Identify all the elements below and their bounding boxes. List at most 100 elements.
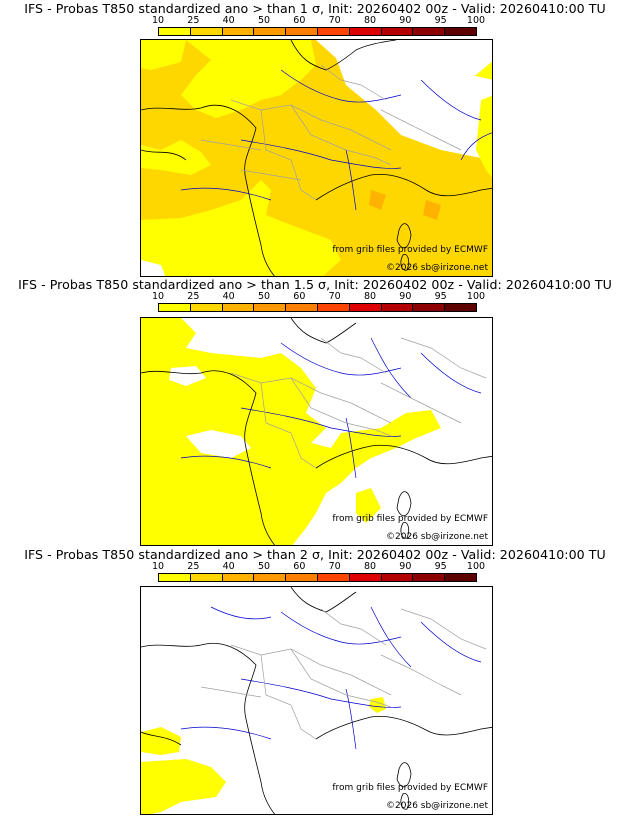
scale-swatch <box>159 28 191 35</box>
scale-swatch <box>254 304 287 311</box>
prob-area-10-25 <box>141 727 181 755</box>
copyright-credit: ©2026 sb@irizone.net <box>386 801 488 811</box>
scale-swatch <box>254 574 287 581</box>
source-credit: from grib files provided by ECMWF <box>332 514 488 524</box>
scale-tick-label: 40 <box>222 15 235 26</box>
prob-area-10-25 <box>369 697 386 713</box>
scale-tick-label: 50 <box>257 291 271 302</box>
scale-swatch <box>222 574 255 581</box>
color-scale-labels: 10 25 40 50 60 70 80 90 95 100 <box>152 291 485 304</box>
scale-tick-label: 95 <box>434 561 447 572</box>
scale-tick-label: 25 <box>187 291 200 302</box>
scale-swatch <box>317 574 350 581</box>
map-graphic <box>141 318 492 545</box>
source-credit: from grib files provided by ECMWF <box>332 245 488 255</box>
prob-area-10-25 <box>141 40 186 70</box>
scale-tick-label: 80 <box>363 15 377 26</box>
scale-swatch <box>286 574 318 581</box>
prob-area-10-25 <box>141 140 211 175</box>
scale-swatch <box>190 574 223 581</box>
scale-swatch <box>381 574 414 581</box>
admin-borders <box>200 64 462 201</box>
rivers <box>180 337 482 479</box>
scale-swatch <box>445 28 476 35</box>
color-scale-labels: 10 25 40 50 60 70 80 90 95 100 <box>152 561 485 574</box>
scale-tick-label: 70 <box>328 561 341 572</box>
scale-tick-label: 25 <box>187 561 200 572</box>
probability-map[interactable]: from grib files provided by ECMWF ©2026 … <box>140 586 493 815</box>
prob-area-below-10 <box>341 40 492 135</box>
color-scale <box>158 303 477 312</box>
scale-tick-label: 100 <box>466 561 486 572</box>
scale-tick-label: 90 <box>399 561 412 572</box>
prob-area-below-10 <box>186 430 251 458</box>
scale-swatch <box>159 304 191 311</box>
scale-swatch <box>222 28 255 35</box>
scale-tick-label: 70 <box>328 15 341 26</box>
scale-tick-label: 80 <box>363 291 377 302</box>
scale-tick-label: 60 <box>293 291 306 302</box>
scale-swatch <box>413 304 446 311</box>
coastline <box>141 318 492 545</box>
scale-swatch <box>445 304 476 311</box>
scale-tick-label: 100 <box>466 291 486 302</box>
scale-tick-label: 60 <box>293 561 306 572</box>
rivers <box>180 606 482 750</box>
prob-area-10-25 <box>141 318 441 545</box>
admin-borders <box>200 608 487 740</box>
scale-tick-label: 90 <box>399 15 412 26</box>
coastline <box>141 587 492 814</box>
panel-title: IFS - Probas T850 standardized ano > tha… <box>18 277 612 292</box>
prob-area-10-25 <box>141 759 226 814</box>
scale-swatch <box>159 574 191 581</box>
scale-tick-label: 70 <box>328 291 341 302</box>
scale-tick-label: 10 <box>151 291 165 302</box>
scale-swatch <box>254 28 287 35</box>
scale-swatch <box>413 574 446 581</box>
scale-swatch <box>317 28 350 35</box>
map-panel-1: IFS - Probas T850 standardized ano > tha… <box>0 0 630 277</box>
prob-area-below-10 <box>141 260 166 276</box>
prob-area-10-25 <box>181 40 316 118</box>
scale-swatch <box>190 28 223 35</box>
panel-title: IFS - Probas T850 standardized ano > tha… <box>24 1 606 16</box>
probability-map[interactable]: from grib files provided by ECMWF ©2026 … <box>140 39 493 277</box>
source-credit: from grib files provided by ECMWF <box>332 783 488 793</box>
scale-swatch <box>445 574 476 581</box>
scale-tick-label: 60 <box>293 15 306 26</box>
scale-tick-label: 95 <box>434 291 447 302</box>
prob-area-below-10 <box>169 366 206 386</box>
scale-swatch <box>349 574 382 581</box>
color-scale-labels: 10 25 40 50 60 70 80 90 95 100 <box>152 15 485 28</box>
scale-swatch <box>381 28 414 35</box>
color-scale <box>158 27 477 36</box>
scale-swatch <box>349 28 382 35</box>
probability-map[interactable]: from grib files provided by ECMWF ©2026 … <box>140 317 493 546</box>
scale-tick-label: 40 <box>222 291 235 302</box>
prob-area-40-50 <box>369 190 386 210</box>
scale-tick-label: 10 <box>151 561 165 572</box>
rivers <box>180 69 492 211</box>
scale-swatch <box>286 28 318 35</box>
scale-swatch <box>190 304 223 311</box>
prob-area-40-50 <box>423 200 441 220</box>
scale-tick-label: 100 <box>466 15 486 26</box>
scale-tick-label: 90 <box>399 291 412 302</box>
coastline <box>141 40 492 276</box>
scale-swatch <box>317 304 350 311</box>
admin-borders <box>230 337 487 469</box>
map-graphic <box>141 587 492 814</box>
scale-tick-label: 10 <box>151 15 165 26</box>
color-scale <box>158 573 477 582</box>
prob-area-10-25 <box>141 180 341 276</box>
panel-title: IFS - Probas T850 standardized ano > tha… <box>24 547 606 562</box>
scale-tick-label: 80 <box>363 561 377 572</box>
scale-swatch <box>286 304 318 311</box>
scale-tick-label: 95 <box>434 15 447 26</box>
map-graphic <box>141 40 492 276</box>
scale-swatch <box>222 304 255 311</box>
scale-tick-label: 25 <box>187 15 200 26</box>
scale-tick-label: 40 <box>222 561 235 572</box>
scale-swatch <box>381 304 414 311</box>
scale-swatch <box>349 304 382 311</box>
